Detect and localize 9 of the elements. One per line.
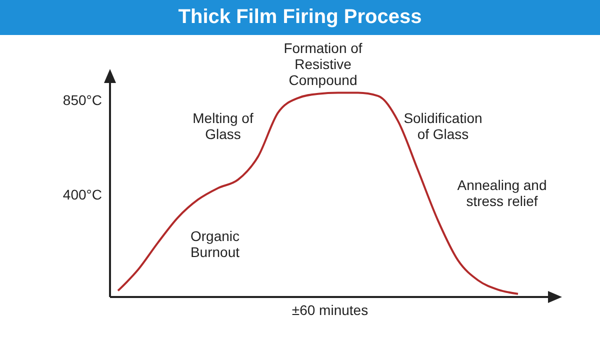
annotation: Formation of Resistive Compound xyxy=(282,40,364,88)
y-tick-label: 850°C xyxy=(62,92,102,108)
annotation: Melting of Glass xyxy=(192,110,254,142)
chart-title: Thick Film Firing Process xyxy=(0,0,600,35)
annotation: Annealing and stress relief xyxy=(456,177,548,209)
y-tick-label: 400°C xyxy=(62,186,102,202)
x-axis-title: ±60 minutes xyxy=(292,302,368,318)
annotation: Organic Burnout xyxy=(189,228,241,260)
annotation: Solidification of Glass xyxy=(402,110,484,142)
